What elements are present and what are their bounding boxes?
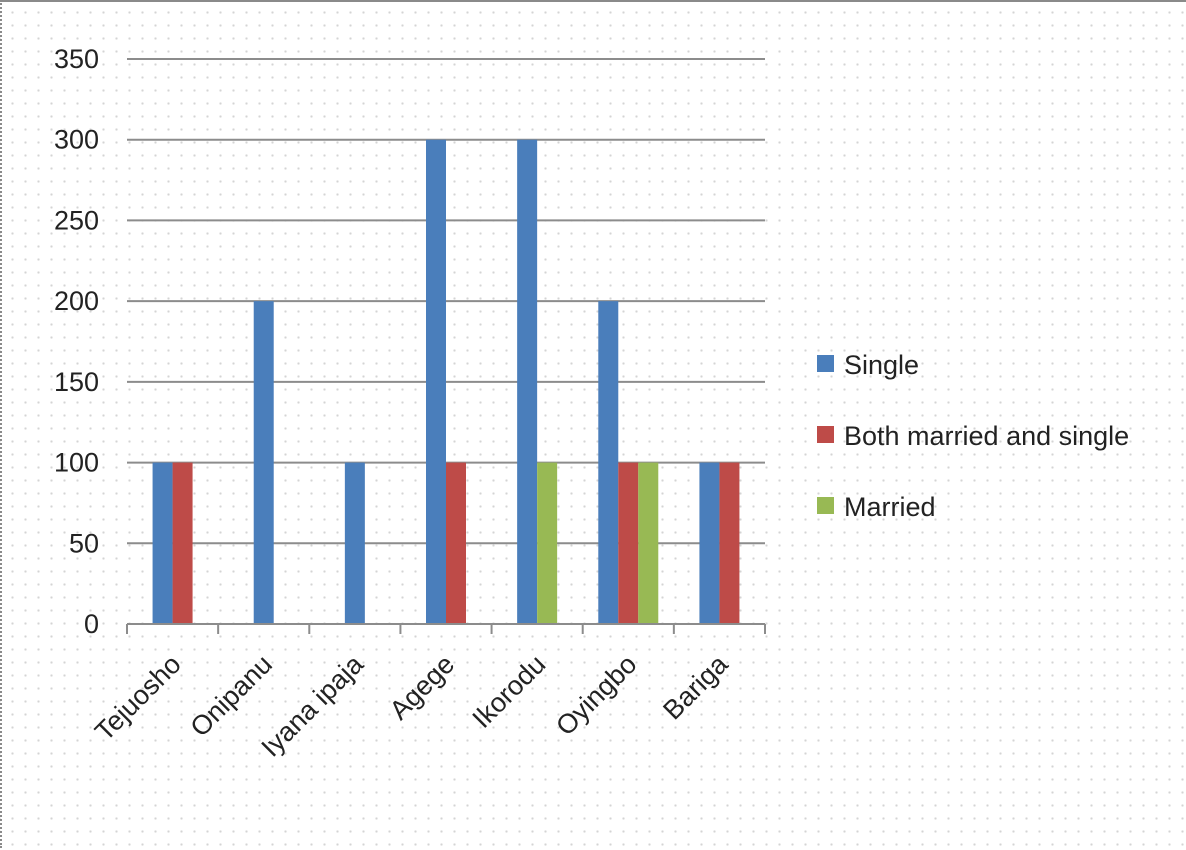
y-tick-label: 50 <box>69 528 99 558</box>
bar-both-married-and-single-tejuosho <box>172 462 193 624</box>
x-category-label: Tejuosho <box>89 649 187 747</box>
bars <box>152 139 740 624</box>
x-axis <box>126 623 766 634</box>
legend: Single Both married and single Married <box>817 350 1129 522</box>
bar-single-onipanu <box>253 301 274 624</box>
bar-single-tejuosho <box>152 462 173 624</box>
legend-swatch <box>817 426 834 443</box>
bar-single-iyana-ipaja <box>344 462 365 624</box>
legend-label: Married <box>844 492 936 522</box>
y-tick-label: 350 <box>54 44 99 74</box>
legend-label: Both married and single <box>844 421 1129 451</box>
x-category-label: Onipanu <box>185 649 278 742</box>
y-tick-label: 0 <box>84 609 99 639</box>
y-tick-label: 300 <box>54 125 99 155</box>
y-axis-tick-labels: 0 50 100 150 200 250 300 350 <box>54 44 99 639</box>
bar-single-ikorodu <box>517 139 538 624</box>
y-tick-label: 100 <box>54 448 99 478</box>
x-category-label: Agege <box>384 649 460 725</box>
y-tick-label: 200 <box>54 286 99 316</box>
x-category-label: Ikorodu <box>466 649 551 734</box>
bar-married-ikorodu <box>537 462 558 624</box>
bar-single-agege <box>426 139 446 624</box>
bar-single-oyingbo <box>598 301 619 624</box>
bar-single-bariga <box>699 462 720 624</box>
legend-swatch <box>817 497 834 514</box>
bar-married-oyingbo <box>638 462 659 624</box>
legend-swatch <box>817 355 834 372</box>
x-category-label: Bariga <box>657 648 734 725</box>
legend-label: Single <box>844 350 919 380</box>
y-tick-label: 250 <box>54 205 99 235</box>
bar-both-married-and-single-oyingbo <box>618 462 639 624</box>
y-tick-label: 150 <box>54 367 99 397</box>
bar-both-married-and-single-agege <box>446 462 466 624</box>
x-category-label: Oyingbo <box>550 649 642 741</box>
bar-both-married-and-single-bariga <box>719 462 740 624</box>
